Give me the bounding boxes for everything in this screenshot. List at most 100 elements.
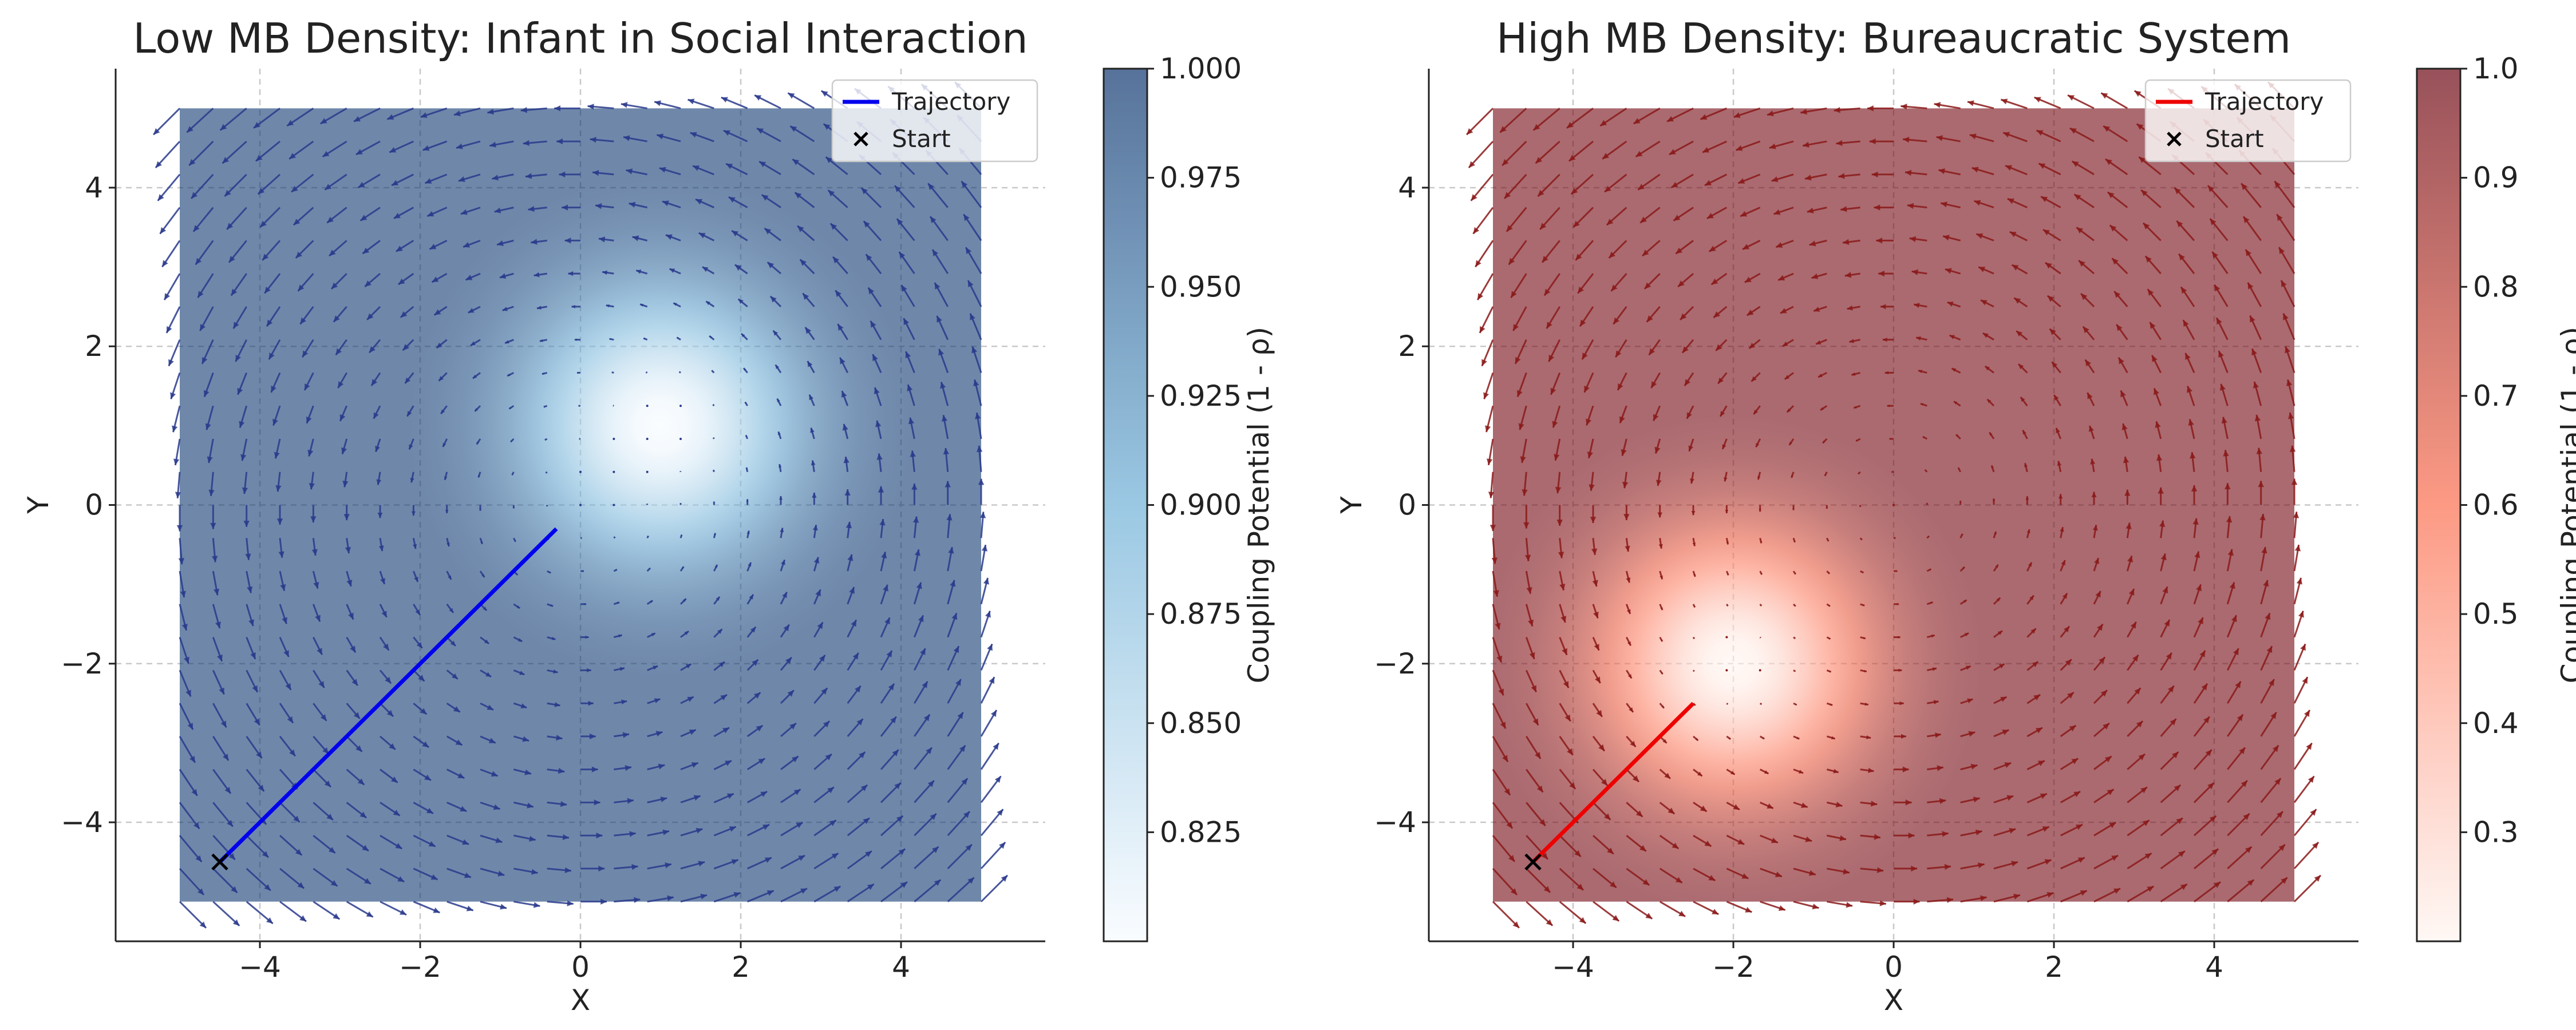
vector-arrow-head <box>1580 319 1586 327</box>
vector-arrow-head <box>1657 512 1662 518</box>
vector-arrow-head <box>175 492 181 498</box>
vector-arrow-head <box>948 547 954 554</box>
vector-arrow-head <box>2064 626 2069 633</box>
vector-arrow-head <box>2009 232 2017 237</box>
vector-arrow-head <box>1609 251 1615 259</box>
y-tick-label: 0 <box>1398 489 1416 522</box>
vector-arrow-head <box>1794 670 1796 672</box>
vector-arrow-head <box>2296 577 2302 585</box>
vector-arrow-head <box>745 402 747 405</box>
vector-arrow-head <box>210 522 216 529</box>
vector-arrow-head <box>1542 256 1548 263</box>
vector-arrow-head <box>442 442 447 447</box>
vector-arrow-head <box>247 586 253 593</box>
vector-arrow-head <box>1792 508 1795 510</box>
vector-arrow-head <box>1504 788 1510 795</box>
vector-arrow-head <box>650 600 653 603</box>
vector-arrow-head <box>215 621 222 628</box>
vector-arrow-head <box>752 659 758 666</box>
vector-arrow-head <box>1606 219 1614 225</box>
vector-arrow-head <box>901 285 907 292</box>
vector-arrow-head <box>1879 900 1886 906</box>
vector-arrow-head <box>621 102 628 108</box>
vector-arrow-head <box>554 702 560 707</box>
vector-arrow-head <box>500 904 507 910</box>
vector-arrow-head <box>2168 686 2174 693</box>
vector-arrow-head <box>1828 604 1830 607</box>
vector-arrow-head <box>867 884 874 890</box>
vector-arrow-head <box>847 554 854 561</box>
vector-arrow-head <box>217 654 223 661</box>
vector-arrow-head <box>343 514 350 521</box>
vector-arrow-head <box>485 672 492 677</box>
vector-arrow-head <box>713 501 715 503</box>
vector-arrow-head <box>487 109 494 115</box>
vector-arrow-head <box>1467 128 1473 135</box>
vector-arrow-head <box>910 450 916 457</box>
colorbar-tick-label: 1.0 <box>2473 52 2519 85</box>
vector-arrow-head <box>764 228 772 235</box>
vector-arrow-head <box>346 579 353 587</box>
vector-arrow-head <box>422 741 429 748</box>
vector-arrow-head <box>662 200 669 207</box>
vector-arrow-head <box>961 181 968 188</box>
vector-arrow-head <box>1918 370 1922 374</box>
vector-arrow-head <box>2199 650 2206 657</box>
vector-arrow-head <box>197 291 204 298</box>
vector-arrow-head <box>396 245 403 252</box>
vector-arrow-head <box>2291 478 2298 485</box>
vector-arrow-head <box>289 153 296 159</box>
vector-arrow-head <box>821 688 828 695</box>
vector-arrow-head <box>1567 122 1574 128</box>
vector-arrow-head <box>1925 469 1926 472</box>
vector-arrow-head <box>1962 566 1965 570</box>
vector-arrow-head <box>1956 434 1959 437</box>
vector-arrow-head <box>2286 379 2293 386</box>
vector-arrow-head <box>2080 890 2087 896</box>
vector-arrow-head <box>376 479 382 485</box>
vector-arrow-head <box>450 640 456 646</box>
vector-arrow-head <box>468 308 475 313</box>
vector-arrow-head <box>1958 468 1960 470</box>
vector-arrow-head <box>627 798 634 804</box>
vector-arrow-head <box>1533 124 1540 130</box>
vector-arrow-head <box>1757 476 1761 480</box>
vector-arrow-head <box>2012 264 2019 271</box>
vector-arrow-head <box>738 299 744 304</box>
vector-arrow-head <box>299 915 306 922</box>
vector-arrow-head <box>817 622 823 629</box>
vector-arrow-head <box>780 528 784 533</box>
vector-arrow-head <box>700 893 707 900</box>
vector-arrow-head <box>589 733 596 740</box>
vector-arrow-head <box>1851 372 1856 376</box>
vector-arrow-head <box>592 170 599 176</box>
vector-arrow-head <box>1711 278 1718 285</box>
vector-arrow-head <box>2179 253 2185 261</box>
vector-arrow-head <box>760 791 768 798</box>
vector-arrow-head <box>2294 545 2301 552</box>
vector-arrow-head <box>335 348 342 355</box>
vector-arrow-head <box>677 337 679 339</box>
vector-arrow-head <box>516 605 520 609</box>
vector-arrow-head <box>1767 803 1773 809</box>
vector-arrow-head <box>295 849 302 855</box>
vector-arrow-head <box>2156 454 2163 461</box>
vector-arrow-head <box>464 872 471 878</box>
colorbar-tick-label: 0.9 <box>2473 161 2519 195</box>
vector-arrow-head <box>2285 346 2291 354</box>
vector-arrow-head <box>1808 870 1816 876</box>
vector-arrow-head <box>1764 770 1769 774</box>
vector-arrow-head <box>2085 359 2092 367</box>
vector-arrow-head <box>854 686 861 693</box>
vector-arrow-head <box>556 138 563 145</box>
vector-arrow-head <box>1601 779 1607 786</box>
vector-arrow-head <box>1965 665 1971 670</box>
vector-arrow-head <box>1633 118 1641 124</box>
vector-arrow-head <box>203 390 210 397</box>
vector-arrow-head <box>1760 605 1762 606</box>
vector-arrow-head <box>1936 135 1943 141</box>
vector-arrow-head <box>985 611 991 618</box>
vector-arrow-head <box>1909 236 1917 243</box>
vector-arrow-head <box>662 829 669 835</box>
vector-arrow-head <box>353 712 360 719</box>
